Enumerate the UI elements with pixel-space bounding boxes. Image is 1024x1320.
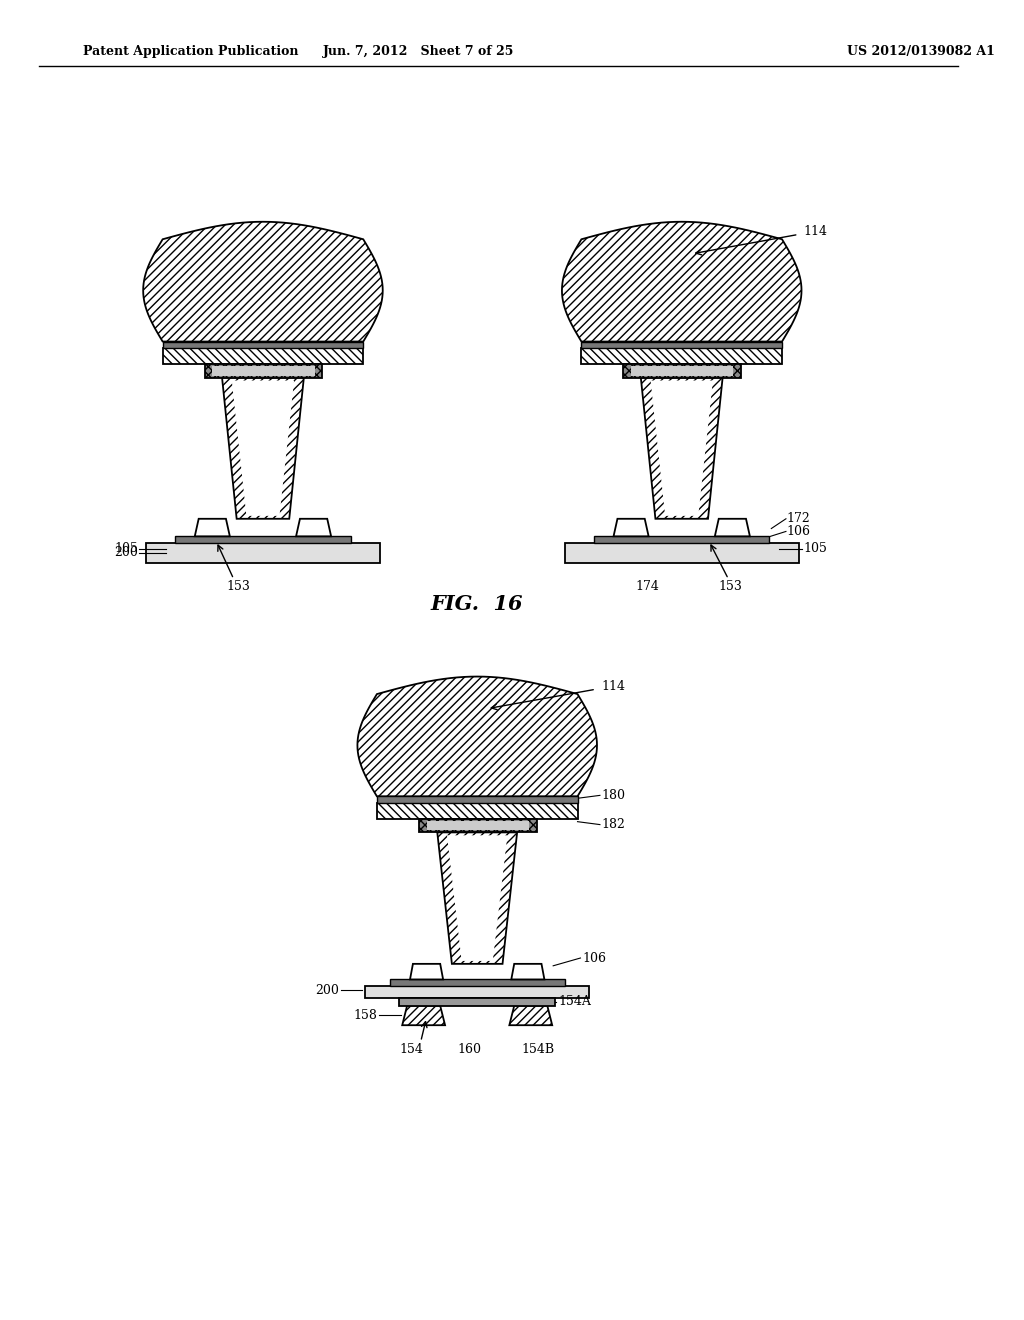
Text: 114: 114: [602, 680, 626, 693]
Polygon shape: [410, 964, 443, 979]
Bar: [377, 803, 578, 818]
Bar: [582, 348, 782, 364]
Bar: [163, 348, 364, 364]
Bar: [175, 536, 350, 543]
Text: Patent Application Publication: Patent Application Publication: [83, 45, 298, 58]
Text: 154A: 154A: [558, 995, 591, 1008]
Text: 106: 106: [583, 952, 606, 965]
Text: 160: 160: [458, 1043, 481, 1056]
Text: Jun. 7, 2012   Sheet 7 of 25: Jun. 7, 2012 Sheet 7 of 25: [324, 45, 514, 58]
Text: 200: 200: [315, 983, 339, 997]
Text: US 2012/0139082 A1: US 2012/0139082 A1: [847, 45, 995, 58]
Bar: [565, 543, 799, 562]
Polygon shape: [437, 833, 517, 964]
Polygon shape: [143, 222, 383, 342]
Bar: [163, 342, 364, 348]
Bar: [146, 543, 380, 562]
Text: 154: 154: [399, 1043, 423, 1056]
Polygon shape: [357, 677, 597, 796]
Bar: [389, 979, 565, 986]
Text: 106: 106: [786, 525, 811, 539]
Text: FIG.  14: FIG. 14: [217, 297, 309, 317]
Polygon shape: [562, 222, 802, 342]
Text: 200: 200: [115, 546, 138, 560]
Bar: [399, 998, 555, 1006]
Polygon shape: [402, 1006, 445, 1026]
Text: 158: 158: [353, 1008, 377, 1022]
Text: 153: 153: [719, 581, 742, 594]
Polygon shape: [195, 519, 229, 536]
Text: 105: 105: [115, 543, 138, 556]
Text: 182: 182: [602, 818, 626, 832]
Text: 114: 114: [804, 224, 827, 238]
Text: 180: 180: [602, 789, 626, 801]
Text: 153: 153: [226, 581, 251, 594]
Text: 172: 172: [786, 512, 811, 525]
Bar: [205, 364, 323, 378]
Polygon shape: [296, 519, 331, 536]
Text: 174: 174: [636, 581, 659, 594]
Polygon shape: [511, 964, 545, 979]
Text: FIG.  16: FIG. 16: [431, 594, 523, 614]
Polygon shape: [447, 836, 508, 961]
Polygon shape: [222, 378, 304, 519]
Text: FIG.  15: FIG. 15: [636, 297, 728, 317]
Polygon shape: [613, 519, 648, 536]
Polygon shape: [509, 1006, 552, 1026]
Bar: [624, 364, 741, 378]
Bar: [631, 366, 733, 376]
Polygon shape: [231, 380, 294, 516]
Bar: [419, 818, 537, 833]
Text: 105: 105: [804, 543, 827, 556]
Bar: [594, 536, 769, 543]
Bar: [427, 821, 528, 830]
Bar: [212, 366, 314, 376]
Polygon shape: [650, 380, 713, 516]
Bar: [366, 986, 589, 998]
Polygon shape: [715, 519, 750, 536]
Bar: [377, 796, 578, 803]
Text: 154B: 154B: [521, 1043, 554, 1056]
Polygon shape: [641, 378, 723, 519]
Bar: [582, 342, 782, 348]
